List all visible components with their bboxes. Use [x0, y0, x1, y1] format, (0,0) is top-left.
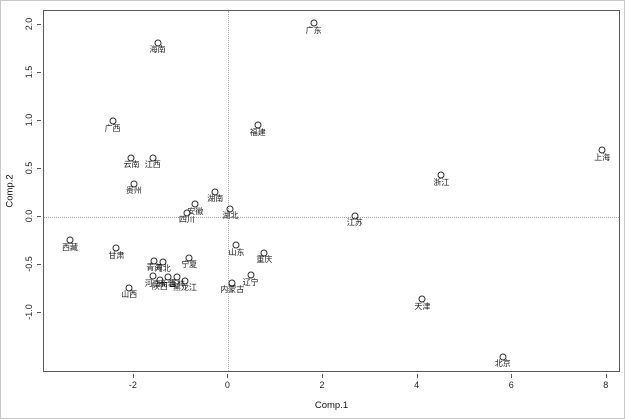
- point-label: 黑龙江: [172, 283, 197, 293]
- data-point: [173, 273, 181, 281]
- x-tick-label: -2: [128, 380, 137, 390]
- data-point: [154, 39, 161, 47]
- x-axis-title: Comp.1: [314, 400, 349, 411]
- point-label: 浙江: [433, 177, 450, 187]
- plot-area: 广东海南广西 福建上海云南 江西浙江贵州湖南 安徽湖北 四川 江苏西藏山东 甘肃重庆宁夏 青海…: [43, 10, 620, 372]
- data-point: [164, 273, 172, 281]
- point-label: 吉林: [168, 279, 185, 289]
- data-point: [109, 117, 117, 125]
- point-label: 福建: [249, 127, 266, 137]
- data-point: [598, 146, 606, 154]
- data-point: [232, 241, 240, 249]
- data-point: [149, 272, 157, 280]
- y-tick-mark: [37, 216, 41, 218]
- x-tick-label: 6: [508, 380, 514, 390]
- point-label: 湖北: [222, 211, 239, 221]
- data-point: [156, 276, 164, 284]
- data-point: [418, 295, 426, 303]
- x-tick-mark: [605, 374, 607, 378]
- point-label: 重庆: [256, 255, 273, 265]
- y-tick-label: 2.0: [24, 18, 34, 31]
- point-label: 河北: [154, 264, 171, 274]
- y-tick-mark: [37, 120, 41, 122]
- point-label: 天津: [414, 301, 431, 311]
- x-tick-label: 4: [414, 380, 420, 390]
- point-label: 青海: [146, 263, 163, 273]
- point-label: 云南: [123, 160, 140, 170]
- data-point: [228, 279, 236, 287]
- data-point: [226, 205, 234, 213]
- point-label: 山东: [228, 247, 245, 257]
- data-point: [437, 171, 445, 179]
- y-tick-mark: [37, 168, 41, 170]
- data-point: [247, 271, 255, 279]
- data-point: [211, 188, 219, 196]
- data-point: [183, 209, 191, 217]
- y-tick-label: 1.5: [24, 66, 34, 79]
- point-label: 湖南: [207, 194, 224, 204]
- point-label: 宁夏: [181, 260, 198, 270]
- x-tick-mark: [227, 374, 229, 378]
- point-label: 西藏: [62, 242, 78, 252]
- data-point: [125, 284, 133, 292]
- point-label: 贵州: [125, 186, 142, 196]
- x-tick-label: 8: [603, 380, 609, 390]
- point-label: 江西: [144, 160, 161, 170]
- y-tick-label: 0.0: [24, 210, 34, 223]
- point-label: 上海: [594, 152, 611, 162]
- x-tick-mark: [132, 374, 134, 378]
- data-point: [260, 249, 268, 257]
- point-label: 四川: [178, 215, 195, 225]
- data-point: [499, 353, 507, 361]
- point-label: 河南: [144, 278, 161, 288]
- y-tick-label: 0.5: [24, 162, 34, 175]
- x-tick-label: 2: [319, 380, 325, 390]
- data-point: [185, 254, 193, 262]
- data-point: [66, 236, 74, 244]
- zero-reference-hline: [44, 217, 619, 219]
- point-label: 内蒙古: [220, 285, 245, 295]
- data-point: [181, 277, 189, 285]
- data-point: [191, 200, 199, 208]
- point-label: 陕西: [151, 282, 168, 292]
- data-point: [112, 244, 120, 252]
- y-tick-mark: [37, 312, 41, 314]
- point-label: 北京: [494, 359, 511, 369]
- data-point: [159, 258, 167, 266]
- data-point: [351, 212, 359, 220]
- data-point: [127, 154, 135, 162]
- y-tick-label: 1.0: [24, 114, 34, 127]
- data-point: [310, 19, 318, 27]
- point-label: 安徽: [187, 206, 204, 216]
- x-tick-mark: [511, 374, 513, 378]
- data-point: [150, 257, 158, 265]
- y-axis-title: Comp.2: [4, 174, 16, 208]
- point-label: 海南: [149, 45, 166, 55]
- data-point: [254, 121, 262, 129]
- x-tick-mark: [416, 374, 418, 378]
- y-tick-label: -1.0: [24, 304, 34, 321]
- point-label: 辽宁: [242, 277, 259, 287]
- point-label: 广东: [305, 25, 322, 35]
- x-tick-label: 0: [224, 380, 230, 390]
- point-label: 甘肃: [108, 250, 125, 260]
- y-tick-label: -0.5: [24, 256, 34, 273]
- point-label: 新疆: [159, 279, 176, 289]
- point-label: 广西: [104, 123, 121, 133]
- data-point: [130, 180, 138, 188]
- point-label: 江苏: [346, 218, 363, 228]
- data-point: [149, 154, 157, 162]
- point-label: 山西: [121, 290, 138, 300]
- y-tick-mark: [37, 24, 41, 26]
- zero-reference-vline: [228, 11, 230, 371]
- y-tick-mark: [37, 264, 41, 266]
- x-tick-mark: [322, 374, 324, 378]
- y-tick-mark: [37, 72, 41, 74]
